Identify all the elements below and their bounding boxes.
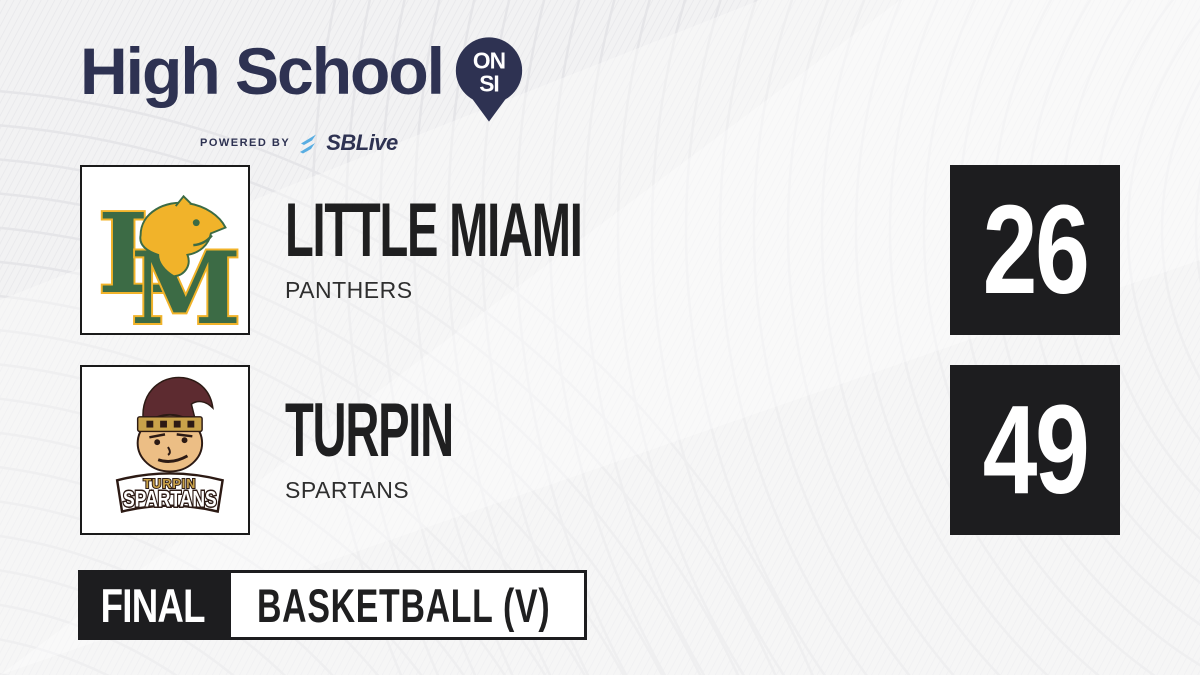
team-score: 49 bbox=[982, 379, 1090, 520]
team-logo-card: TURPIN SPARTANS bbox=[80, 365, 250, 535]
banner-text-turpin: TURPIN bbox=[143, 477, 196, 491]
score-box: 26 bbox=[950, 165, 1120, 335]
team-text-block: TURPIN SPARTANS bbox=[285, 365, 556, 535]
pin-text-on: ON bbox=[473, 48, 505, 74]
team-name: TURPIN bbox=[285, 387, 454, 473]
team-score: 26 bbox=[982, 179, 1090, 320]
turpin-logo-icon: TURPIN SPARTANS bbox=[115, 376, 224, 513]
spartans-banner: TURPIN SPARTANS bbox=[115, 472, 224, 513]
team-mascot: SPARTANS bbox=[285, 477, 410, 504]
event-label: BASKETBALL (V) bbox=[257, 578, 551, 632]
brand-header: High School ON SI POWERED BY SBLive bbox=[80, 34, 525, 156]
score-box: 49 bbox=[950, 365, 1120, 535]
on-si-pin-icon: ON SI bbox=[455, 37, 523, 122]
status-badge: FINAL bbox=[78, 570, 228, 640]
panther-head-icon bbox=[139, 194, 227, 278]
powered-by-label: POWERED BY bbox=[200, 137, 291, 149]
sblive-bolt-icon bbox=[300, 134, 317, 154]
brand-title: High School bbox=[80, 34, 445, 108]
spartan-head-icon bbox=[136, 376, 214, 473]
team-text-block: LITTLE MIAMI PANTHERS bbox=[285, 165, 763, 335]
event-box: BASKETBALL (V) bbox=[228, 570, 587, 640]
game-status-bar: FINAL BASKETBALL (V) bbox=[78, 570, 587, 640]
team-mascot: PANTHERS bbox=[285, 277, 413, 304]
team-row-turpin: TURPIN SPARTANS TURPIN SPARTANS 49 bbox=[80, 365, 1120, 535]
pin-text-si: SI bbox=[479, 70, 499, 96]
team-logo-card: L M bbox=[80, 165, 250, 349]
banner-text-spartans: SPARTANS bbox=[123, 487, 217, 512]
little-miami-logo-icon: L M bbox=[96, 187, 243, 349]
team-name: LITTLE MIAMI bbox=[285, 187, 583, 273]
team-row-little-miami: L M LITTLE MIAMI PANTHERS 26 bbox=[80, 165, 1120, 349]
sblive-wordmark: SBLive bbox=[326, 130, 398, 155]
status-label: FINAL bbox=[100, 578, 206, 632]
